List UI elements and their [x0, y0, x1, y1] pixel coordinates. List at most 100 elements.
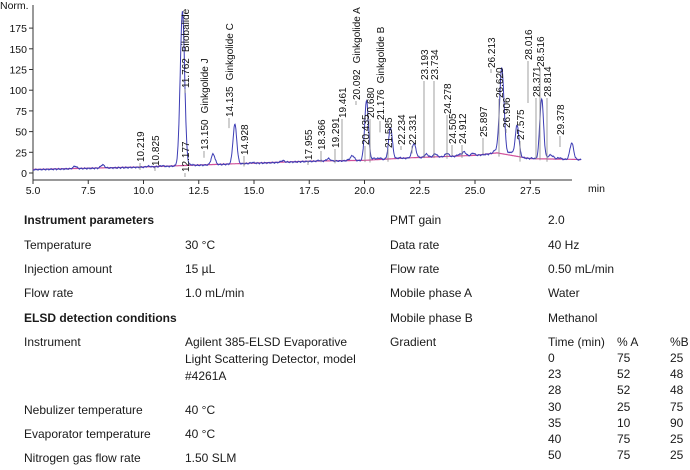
peak-label-18.366: 18.366 — [317, 119, 328, 150]
x-tick-label: 22.5 — [410, 185, 431, 197]
peak-label-28.371: 28.371 — [532, 66, 543, 97]
peak-label-12.177: 12.177 — [181, 141, 192, 172]
param-value: Light Scattering Detector, model — [185, 352, 356, 366]
param-label: Temperature — [24, 238, 92, 252]
peak-label-24.278: 24.278 — [443, 83, 454, 114]
y-tick-label: 175 — [9, 23, 27, 35]
param-value: Agilent 385-ELSD Evaporative — [185, 335, 348, 349]
param-value: 1.0 mL/min — [185, 286, 245, 300]
peak-label-21.585: 21.585 — [384, 117, 395, 148]
param-value: 1.50 SLM — [185, 451, 237, 465]
param-label: Instrument — [24, 335, 81, 349]
x-tick-label: 12.5 — [189, 185, 210, 197]
y-tick-label: 150 — [9, 44, 27, 56]
gradient-header: %B — [670, 335, 689, 349]
peak-label-28.516: 28.516 — [536, 36, 547, 67]
param-label: Nebulizer temperature — [24, 403, 143, 417]
peak-label-23.193: 23.193 — [420, 49, 431, 80]
gradient-cell: 28 — [548, 383, 562, 398]
peak-label-26.620: 26.620 — [495, 67, 506, 98]
peak-label-29.378: 29.378 — [556, 104, 567, 135]
peak-label-10.825: 10.825 — [151, 135, 162, 166]
gradient-cell: 52 — [617, 383, 631, 398]
gradient-cell: 10 — [617, 415, 631, 430]
gradient-cell: 90 — [670, 415, 684, 430]
gradient-cell: 75 — [670, 399, 684, 414]
peak-label-26.906: 26.906 — [502, 97, 513, 128]
param-label: PMT gain — [390, 213, 442, 227]
section-heading: ELSD detection conditions — [24, 311, 177, 325]
peak-label-25.897: 25.897 — [479, 106, 490, 137]
peak-label-22.234: 22.234 — [397, 114, 408, 145]
y-tick-label: 75 — [15, 106, 27, 118]
param-label: Data rate — [390, 238, 440, 252]
compound-name: Bilobalide — [181, 8, 192, 52]
peak-label-24.912: 24.912 — [458, 113, 469, 144]
peak-label-28.814: 28.814 — [543, 66, 554, 97]
compound-name: Ginkgolide J — [200, 58, 211, 113]
x-tick-label: 10.0 — [133, 185, 154, 197]
peak-label-10.219: 10.219 — [136, 131, 147, 162]
gradient-cell: 75 — [617, 351, 631, 365]
peak-label-24.505: 24.505 — [448, 113, 459, 144]
peak-label-14.928: 14.928 — [240, 124, 251, 155]
param-label: Flow rate — [390, 262, 440, 276]
param-label: Nitrogen gas flow rate — [24, 451, 141, 465]
gradient-cell: 48 — [670, 367, 684, 382]
gradient-cell: 40 — [548, 432, 562, 446]
param-value: Water — [548, 286, 580, 300]
gradient-cell: 25 — [670, 351, 684, 365]
peak-label-28.016: 28.016 — [524, 29, 535, 60]
param-label: Injection amount — [24, 262, 113, 276]
gradient-cell: 52 — [617, 367, 631, 382]
gradient-cell: 30 — [548, 399, 562, 414]
chromatogram-chart: Norm. min 0 25 50 75 100 125 150 175 5.0 7.5 10.0 12.… — [0, 0, 605, 197]
gradient-cell: 25 — [670, 448, 684, 463]
y-axis-label: Norm. — [0, 0, 29, 12]
peak-label-14.135: 14.135Ginkgolide C — [225, 23, 236, 117]
param-value: 40 °C — [185, 427, 216, 441]
peak-label-27.575: 27.575 — [516, 109, 527, 140]
compound-name: Ginkgolide A — [352, 7, 363, 63]
param-label: Mobile phase B — [390, 311, 473, 325]
y-tick-label: 0 — [21, 168, 27, 180]
peak-label-22.331: 22.331 — [408, 114, 419, 145]
peak-label-19.291: 19.291 — [331, 117, 342, 148]
peak-label-11.762: 11.762Bilobalide — [181, 8, 192, 88]
peak-label-20.680: 20.680 — [366, 87, 377, 118]
gradient-cell: 35 — [548, 415, 562, 430]
gradient-header: % A — [617, 335, 639, 349]
section-heading: Instrument parameters — [24, 213, 155, 227]
compound-name: Ginkgolide C — [225, 23, 236, 80]
gradient-cell: 50 — [548, 448, 562, 463]
gradient-cell: 75 — [617, 448, 631, 463]
param-label: Mobile phase A — [390, 286, 473, 300]
y-tick-label: 125 — [9, 65, 27, 77]
param-value: Methanol — [548, 311, 598, 325]
compound-name: Ginkgolide B — [376, 26, 387, 83]
peak-label-20.435: 20.435 — [361, 114, 372, 145]
y-tick-label: 25 — [15, 147, 27, 159]
peak-label-23.734: 23.734 — [430, 49, 441, 80]
peak-label-21.176: 21.176Ginkgolide B — [376, 26, 387, 120]
gradient-cell: 25 — [670, 432, 684, 446]
gradient-cell: 75 — [617, 432, 631, 446]
x-tick-label: 17.5 — [299, 185, 320, 197]
param-value: 0.50 mL/min — [548, 262, 615, 276]
gradient-cell: 23 — [548, 367, 562, 382]
gradient-header: Time (min) — [548, 335, 605, 349]
param-value: 15 µL — [185, 262, 216, 276]
param-label: Gradient — [390, 335, 437, 349]
peak-label-17.955: 17.955 — [304, 129, 315, 160]
x-tick-label: 15.0 — [244, 185, 265, 197]
param-value: 40 °C — [185, 403, 216, 417]
gradient-cell: 25 — [617, 399, 631, 414]
param-value: #4261A — [185, 369, 227, 383]
param-value: 40 Hz — [548, 238, 580, 252]
x-tick-label: 27.5 — [520, 185, 541, 197]
peak-label-20.092: 20.092Ginkgolide A — [352, 7, 363, 100]
param-label: Evaporator temperature — [24, 427, 151, 441]
y-tick-label: 100 — [9, 85, 27, 97]
x-tick-label: 7.5 — [81, 185, 96, 197]
param-value: 30 °C — [185, 238, 216, 252]
